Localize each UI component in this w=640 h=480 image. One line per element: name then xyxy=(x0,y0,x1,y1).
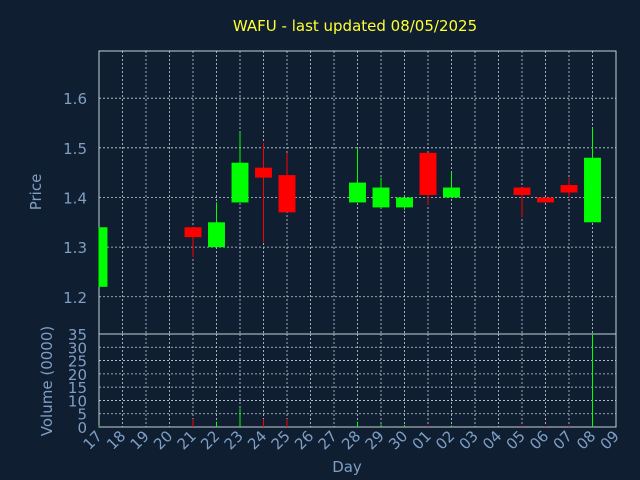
candle-body xyxy=(278,175,296,213)
candle-body xyxy=(419,152,437,195)
candle-body xyxy=(231,162,249,203)
volume-bars xyxy=(98,334,593,427)
x-tick-label: 25 xyxy=(268,427,294,453)
volume-tick-label: 10 xyxy=(68,392,87,410)
x-tick-label: 29 xyxy=(362,427,388,453)
x-tick-label: 22 xyxy=(197,427,223,453)
x-tick-label: 20 xyxy=(150,427,176,453)
volume-tick-label: 15 xyxy=(68,379,87,397)
x-tick-label: 30 xyxy=(385,427,411,453)
candle-body xyxy=(255,167,272,178)
x-tick-label: 09 xyxy=(597,427,623,453)
volume-tick-label: 35 xyxy=(68,326,87,344)
candle-body xyxy=(560,185,578,193)
x-tick-label: 19 xyxy=(127,427,153,453)
price-tick-label: 1.3 xyxy=(63,239,87,257)
candles xyxy=(98,127,601,287)
x-tick-label: 23 xyxy=(221,427,247,453)
candle-body xyxy=(184,227,202,238)
price-tick-label: 1.5 xyxy=(63,140,87,158)
volume-tick-label: 25 xyxy=(68,353,87,371)
x-tick-label: 21 xyxy=(174,427,200,453)
volume-tick-label: 30 xyxy=(68,339,87,357)
candle-body xyxy=(372,187,390,208)
price-tick-label: 1.4 xyxy=(63,189,87,207)
x-tick-label: 06 xyxy=(526,427,552,453)
candle-body xyxy=(349,182,366,203)
x-tick-label: 28 xyxy=(338,427,364,453)
candle-body xyxy=(99,227,108,287)
x-tick-label: 07 xyxy=(550,427,576,453)
volume-tick-label: 0 xyxy=(77,419,87,437)
price-tick-label: 1.2 xyxy=(63,289,87,307)
candle-body xyxy=(513,187,531,195)
x-tick-label: 24 xyxy=(244,427,270,453)
x-tick-label: 27 xyxy=(315,427,341,453)
x-tick-label: 02 xyxy=(432,427,458,453)
x-tick-label: 05 xyxy=(503,427,529,453)
x-tick-label: 08 xyxy=(573,427,599,453)
volume-axis-label: Volume (0000) xyxy=(38,326,56,436)
x-tick-label: 18 xyxy=(103,427,129,453)
x-tick-label: 04 xyxy=(479,427,505,453)
volume-tick-label: 20 xyxy=(68,366,87,384)
chart-title: WAFU - last updated 08/05/2025 xyxy=(233,17,477,35)
price-tick-label: 1.6 xyxy=(63,90,87,108)
price-axis-label: Price xyxy=(27,174,45,211)
candle-body xyxy=(208,222,225,248)
x-tick-label: 03 xyxy=(456,427,482,453)
candle-body xyxy=(443,187,460,198)
x-tick-label: 01 xyxy=(409,427,435,453)
x-axis-label: Day xyxy=(332,458,362,476)
candle-body xyxy=(584,157,601,223)
x-tick-label: 26 xyxy=(291,427,317,453)
candle-body xyxy=(396,197,413,208)
candle-body xyxy=(537,197,554,203)
volume-tick-label: 5 xyxy=(77,406,87,424)
